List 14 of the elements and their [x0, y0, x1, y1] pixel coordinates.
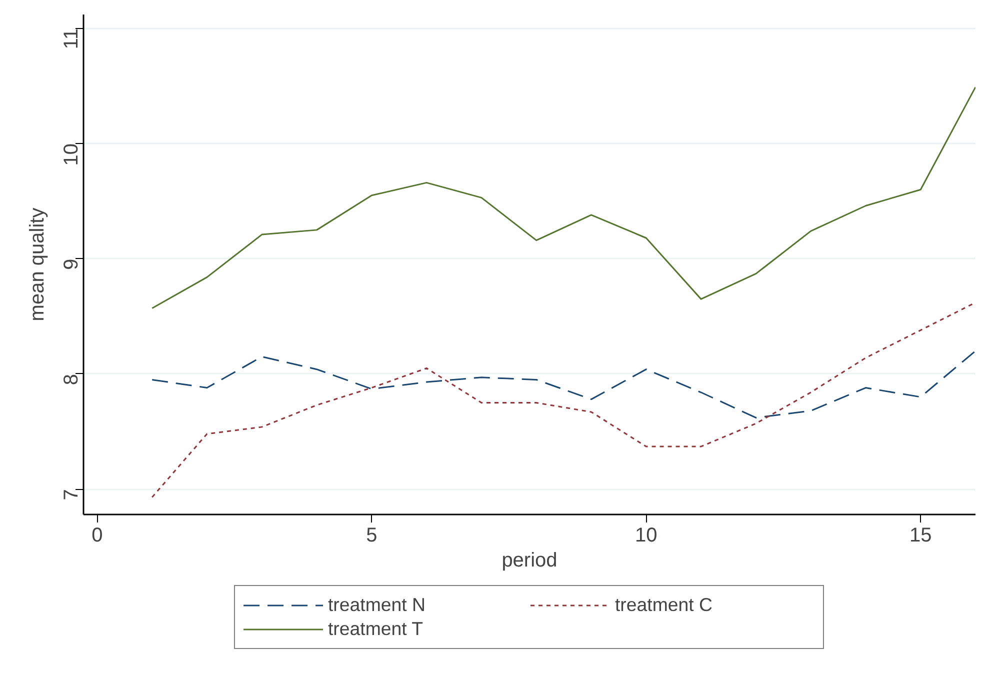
x-tick-label: 10 — [635, 524, 658, 546]
legend-label: treatment T — [328, 618, 424, 640]
x-tick-label: 0 — [92, 524, 103, 546]
y-tick-label: 8 — [60, 374, 82, 386]
legend-label: treatment N — [328, 594, 426, 616]
y-tick-label: 11 — [60, 28, 82, 50]
y-tick-label: 9 — [60, 258, 82, 270]
x-axis-title: period — [502, 550, 558, 572]
legend-label: treatment C — [615, 594, 714, 616]
x-tick-label: 5 — [366, 524, 378, 546]
y-tick-label: 10 — [60, 144, 82, 166]
y-axis-title: mean quality — [26, 208, 48, 322]
y-tick-label: 7 — [60, 489, 82, 500]
x-tick-label: 15 — [909, 524, 932, 546]
